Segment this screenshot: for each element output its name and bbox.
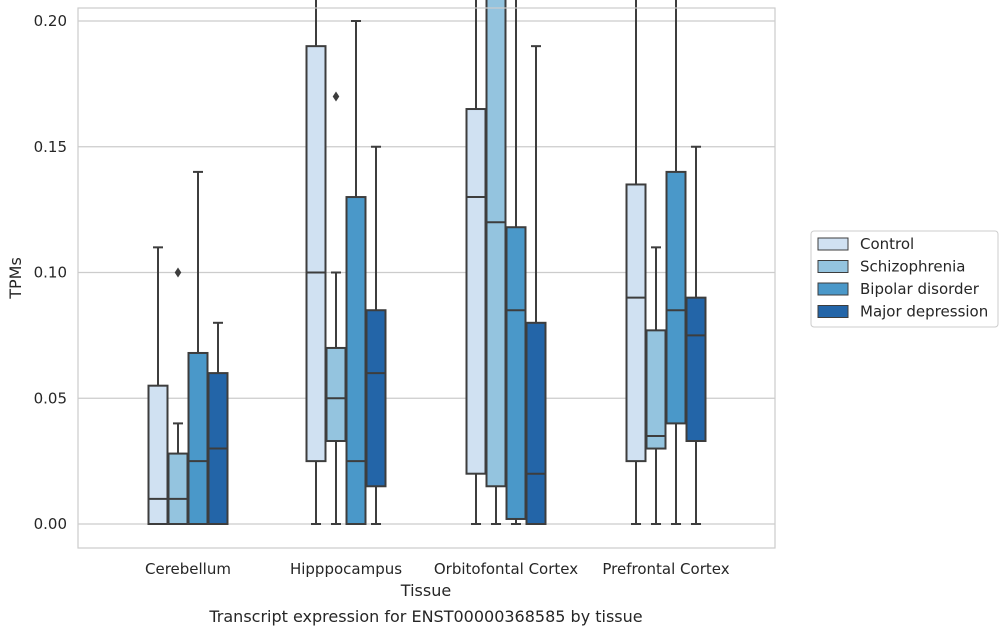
legend-items: Control Schizophrenia Bipolar disorder Majo… xyxy=(817,235,988,321)
legend: Control Schizophrenia Bipolar disorder Majo… xyxy=(810,230,999,328)
box-control xyxy=(625,0,647,525)
box-groups xyxy=(147,0,707,526)
x-tick-label: Cerebellum xyxy=(145,560,231,578)
x-tick-labels: Cerebellum Hipppocampus Orbitofontal Corte… xyxy=(145,560,730,578)
box-bipolar-disorder xyxy=(345,20,367,526)
box-schizophrenia xyxy=(485,0,507,525)
y-tick-label: 0.15 xyxy=(34,138,67,156)
y-tick-label: 0.10 xyxy=(34,264,67,282)
legend-item: Major depression xyxy=(817,303,988,321)
box-body xyxy=(505,226,527,520)
outlier-point xyxy=(332,91,340,102)
x-axis-label: Tissue xyxy=(400,581,451,600)
box-schizophrenia xyxy=(325,91,347,525)
box-body xyxy=(345,196,367,526)
box-control xyxy=(305,0,327,525)
x-tick-label: Prefrontal Cortex xyxy=(602,560,729,578)
plot-frame xyxy=(77,7,776,549)
chart-caption: Transcript expression for ENST0000036858… xyxy=(208,607,642,626)
legend-item: Bipolar disorder xyxy=(817,280,980,298)
box-body xyxy=(465,108,487,475)
legend-swatch xyxy=(817,305,849,318)
box-body xyxy=(665,170,687,425)
box-major-depression xyxy=(207,321,229,525)
box-body xyxy=(685,296,707,443)
legend-label: Control xyxy=(860,235,914,253)
box-body xyxy=(365,309,387,488)
box-bipolar-disorder xyxy=(665,0,687,525)
legend-item: Control xyxy=(817,235,914,253)
box-body xyxy=(645,329,667,450)
box-major-depression xyxy=(685,145,707,525)
box-bipolar-disorder xyxy=(187,170,209,526)
box-body xyxy=(305,45,327,463)
box-control xyxy=(147,246,169,525)
legend-swatch xyxy=(817,260,849,273)
y-tick-label: 0.20 xyxy=(34,12,67,30)
legend-label: Bipolar disorder xyxy=(860,280,980,298)
box-body xyxy=(167,452,189,525)
legend-swatch xyxy=(817,237,849,251)
box-body xyxy=(147,384,169,525)
y-tick-label: 0.05 xyxy=(34,389,67,407)
box-bipolar-disorder xyxy=(505,0,527,525)
box-body xyxy=(187,351,209,526)
legend-frame xyxy=(810,230,999,328)
box-major-depression xyxy=(365,145,387,525)
box-major-depression xyxy=(525,45,547,525)
legend-label: Schizophrenia xyxy=(860,258,965,276)
box-body xyxy=(525,321,547,525)
y-axis-label: TPMs xyxy=(6,257,25,300)
box-body xyxy=(485,0,507,488)
outlier-point xyxy=(174,267,182,278)
box-schizophrenia xyxy=(167,267,189,525)
box-body xyxy=(325,346,347,443)
box-body xyxy=(625,183,647,463)
box-schizophrenia xyxy=(645,246,667,525)
legend-swatch xyxy=(817,282,849,296)
box-control xyxy=(465,0,487,525)
y-tick-labels: 0.000.050.100.150.200.250.300.350.40 xyxy=(34,12,67,533)
legend-item: Schizophrenia xyxy=(817,258,965,276)
x-tick-label: Hipppocampus xyxy=(290,560,402,578)
x-tick-label: Orbitofontal Cortex xyxy=(434,560,578,578)
legend-label: Major depression xyxy=(860,303,988,321)
y-tick-label: 0.00 xyxy=(34,515,67,533)
